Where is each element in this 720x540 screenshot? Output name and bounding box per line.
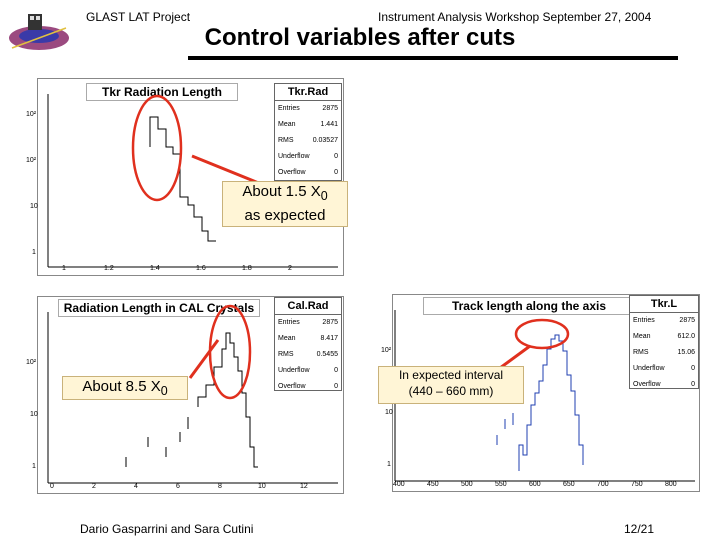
cal-y-tick: 10² — [26, 359, 37, 366]
trk-y-tick: 1 — [387, 461, 391, 468]
cal-x-tick: 6 — [176, 483, 180, 490]
trk-y-tick: 10 — [385, 409, 393, 416]
stats-row: RMS 0.03527 — [278, 137, 338, 144]
cal-y-tick: 1 — [32, 463, 36, 470]
tkr-x-tick: 1.2 — [104, 265, 114, 272]
glast-logo — [6, 8, 72, 58]
trk-x-tick: 750 — [631, 481, 643, 488]
cal-x-tick: 2 — [92, 483, 96, 490]
trk-x-tick: 800 — [665, 481, 677, 488]
stats-row: RMS 0.5455 — [278, 351, 338, 358]
trk-x-tick: 700 — [597, 481, 609, 488]
trk-plot-title: Track length along the axis — [423, 297, 635, 315]
tkr-radiation-length-histogram: Tkr Radiation Length Tkr.Rad Entries 2875… — [26, 78, 344, 276]
trk-y-tick: 10² — [381, 347, 392, 354]
tkr-y-tick: 10² — [26, 157, 37, 164]
trk-stats-name: Tkr.L — [630, 296, 698, 313]
stats-row: Mean 8.417 — [278, 335, 338, 342]
tkr-stats-box: Tkr.Rad Entries 2875 Mean 1.441 RMS 0.03527… — [274, 83, 342, 181]
tkr-y-tick: 1 — [32, 249, 36, 256]
cal-x-tick: 8 — [218, 483, 222, 490]
glast-logo-graphic — [9, 14, 69, 50]
trk-x-tick: 450 — [427, 481, 439, 488]
tkr-x-tick: 1.4 — [150, 265, 160, 272]
stats-row: Entries 2875 — [278, 319, 338, 326]
tkr-callout: About 1.5 X0 as expected — [222, 181, 348, 227]
tkr-x-tick: 1.6 — [196, 265, 206, 272]
trk-x-tick: 400 — [393, 481, 405, 488]
tkr-plot-title: Tkr Radiation Length — [86, 83, 238, 101]
stats-row: Overflow 0 — [633, 381, 695, 388]
title-rule — [188, 56, 678, 60]
trk-x-tick: 550 — [495, 481, 507, 488]
tkr-x-tick: 2 — [288, 265, 292, 272]
tkr-histogram-line — [149, 116, 216, 242]
trk-stats-box: Tkr.L Entries 2875 Mean 612.0 RMS 15.06 Und… — [629, 295, 699, 389]
cal-x-tick: 10 — [258, 483, 266, 490]
project-label: GLAST LAT Project — [86, 10, 191, 24]
tkr-stats-name: Tkr.Rad — [275, 84, 341, 101]
cal-y-tick: 10 — [30, 411, 38, 418]
trk-x-tick: 650 — [563, 481, 575, 488]
page-title: Control variables after cuts — [204, 24, 516, 51]
footer-page-number: 12/21 — [624, 522, 655, 536]
stats-row: RMS 15.06 — [633, 349, 695, 356]
stats-row: Overflow 0 — [278, 169, 338, 176]
stats-row: Underflow 0 — [278, 367, 338, 374]
tkr-y-tick: 10 — [30, 203, 38, 210]
stats-row: Mean 612.0 — [633, 333, 695, 340]
tkr-x-tick: 1 — [62, 265, 66, 272]
footer-authors: Dario Gasparrini and Sara Cutini — [80, 522, 254, 536]
stats-row: Entries 2875 — [633, 317, 695, 324]
tkr-x-tick: 1.8 — [242, 265, 252, 272]
trk-x-tick: 600 — [529, 481, 541, 488]
cal-x-tick: 0 — [50, 483, 54, 490]
cal-callout: About 8.5 X0 — [62, 376, 188, 400]
trk-callout: In expected interval (440 – 660 mm) — [378, 366, 524, 404]
cal-plot-title: Radiation Length in CAL Crystals — [58, 299, 260, 317]
stats-row: Entries 2875 — [278, 105, 338, 112]
tkr-y-tick: 10² — [26, 111, 37, 118]
cal-stats-name: Cal.Rad — [275, 298, 341, 315]
stats-row: Mean 1.441 — [278, 121, 338, 128]
cal-stats-box: Cal.Rad Entries 2875 Mean 8.417 RMS 0.5455 … — [274, 297, 342, 391]
event-label: Instrument Analysis Workshop September 2… — [378, 10, 652, 24]
cal-x-tick: 4 — [134, 483, 138, 490]
stats-row: Underflow 0 — [278, 153, 338, 160]
stats-row: Overflow 0 — [278, 383, 338, 390]
stats-row: Underflow 0 — [633, 365, 695, 372]
cal-x-tick: 12 — [300, 483, 308, 490]
trk-x-tick: 500 — [461, 481, 473, 488]
